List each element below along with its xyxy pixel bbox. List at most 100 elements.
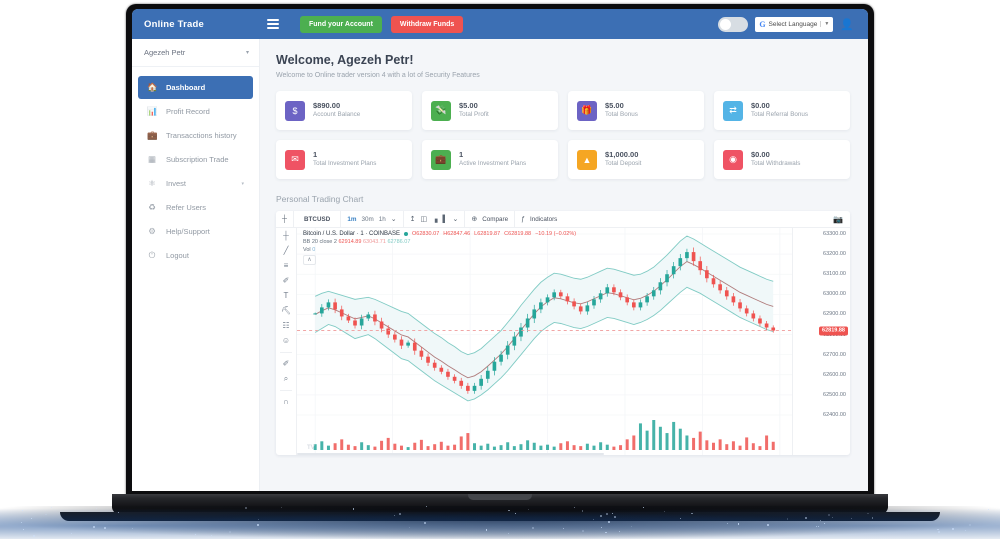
main-content: Welcome, Agezeh Petr! Welcome to Online … (260, 39, 868, 491)
stat-label: Active Investment Plans (459, 160, 526, 169)
stat-value: $5.00 (605, 101, 638, 111)
power-icon: ⏻ (147, 250, 157, 261)
sparkle-particle (600, 515, 602, 517)
candle-chart-type-icon[interactable]: ◫ (420, 215, 427, 223)
stat-label: Total Withdrawals (751, 160, 800, 169)
chevron-down-icon[interactable]: ⌄ (391, 215, 397, 223)
zoom-tool-icon[interactable]: ⌕ (284, 375, 288, 383)
horizontal-lines-tool-icon[interactable]: ≡ (284, 262, 289, 270)
sidebar-item-help-support[interactable]: ⚙ Help/Support (138, 220, 253, 243)
stat-card[interactable]: $ $890.00 Account Balance (276, 91, 412, 130)
crosshair-tool-icon[interactable]: ┼ (283, 232, 289, 240)
sidebar-item-logout[interactable]: ⏻ Logout (138, 244, 253, 267)
chart-price-axis[interactable]: 63300.00 63200.00 63100.00 63000.00 62900.00… (792, 228, 850, 455)
sidebar-item-refer-users[interactable]: ♻ Refer Users (138, 196, 253, 219)
sidebar-item-profit-record[interactable]: 📊 Profit Record (138, 100, 253, 123)
sidebar-item-label: Subscription Trade (166, 155, 229, 164)
patterns-tool-icon[interactable]: ⛏ (281, 307, 291, 315)
sparkle-particle (229, 531, 231, 533)
sparkle-particle (71, 533, 72, 534)
emoji-tool-icon[interactable]: ☺ (282, 337, 290, 345)
area-chart-type-icon[interactable]: ▗ (432, 215, 437, 223)
bar-chart-icon: 📊 (147, 106, 157, 117)
magnet-tool-icon[interactable]: ∩ (283, 398, 289, 406)
sparkle-particle (93, 526, 95, 528)
chevron-down-icon: ▾ (241, 181, 244, 187)
chart-indicators-button[interactable]: ƒ Indicators (515, 211, 563, 227)
hamburger-menu-icon[interactable] (260, 19, 286, 29)
stat-card[interactable]: 🎁 $5.00 Total Bonus (568, 91, 704, 130)
price-tick-label: 62700.00 (823, 352, 846, 358)
interval-30m[interactable]: 30m (361, 216, 373, 223)
sparkle-particle (937, 529, 939, 531)
sidebar-item-transacctions-history[interactable]: 💼 Transacctions history (138, 124, 253, 147)
chart-canvas (297, 228, 792, 455)
sidebar-item-subscription-trade[interactable]: ▦ Subscription Trade (138, 148, 253, 171)
fund-account-button[interactable]: Fund your Account (300, 16, 382, 33)
brand-logo[interactable]: Online Trade (132, 19, 260, 30)
chart-type-group[interactable]: ↥ ◫ ▗ ▌ ⌄ (404, 211, 466, 227)
sidebar-item-label: Logout (166, 251, 189, 260)
trading-chart-widget[interactable]: ┼ BTCUSD 1m 30m 1h ⌄ ↥ ◫ ▗ ▌ ⌄ ⊕ Compare (276, 211, 850, 455)
sparkle-particle (258, 519, 259, 520)
sidebar-item-dashboard[interactable]: 🏠 Dashboard (138, 76, 253, 99)
sparkle-particle (132, 528, 133, 529)
eraser-tool-icon[interactable]: ✐ (283, 360, 290, 368)
stat-value: 1 (313, 150, 376, 160)
stat-label: Total Deposit (605, 160, 641, 169)
chart-horizontal-scrollbar[interactable] (297, 452, 792, 455)
chart-crosshair-button[interactable]: ┼ (276, 211, 294, 227)
stat-value: $1,000.00 (605, 150, 641, 160)
brush-tool-icon[interactable]: ✐ (283, 277, 290, 285)
sparkle-particle (563, 528, 564, 529)
account-switcher[interactable]: Agezeh Petr ▾ (132, 39, 259, 67)
stat-card[interactable]: ✉ 1 Total Investment Plans (276, 140, 412, 179)
interval-1h[interactable]: 1h (379, 216, 386, 223)
chart-compare-button[interactable]: ⊕ Compare (465, 211, 515, 227)
chart-plot-area[interactable]: Bitcoin / U.S. Dollar · 1 · COINBASE O62… (297, 228, 792, 455)
stat-card[interactable]: 💸 $5.00 Total Profit (422, 91, 558, 130)
legend-collapse-icon[interactable]: ∧ (303, 255, 316, 265)
theme-toggle-switch[interactable] (718, 17, 748, 32)
price-tick-label: 63100.00 (823, 271, 846, 277)
stat-card[interactable]: ◉ $0.00 Total Withdrawals (714, 140, 850, 179)
sparkle-particle (486, 529, 488, 531)
stat-card[interactable]: ⇄ $0.00 Total Referral Bonus (714, 91, 850, 130)
stat-card[interactable]: 💼 1 Active Investment Plans (422, 140, 558, 179)
price-tick-label: 62600.00 (823, 372, 846, 378)
user-avatar-icon[interactable]: 👤 (840, 18, 854, 31)
language-selector[interactable]: G Select Language ▼ (755, 17, 833, 32)
sparkle-particle (96, 508, 98, 510)
stat-card[interactable]: ▲ $1,000.00 Total Deposit (568, 140, 704, 179)
current-price-badge: 62819.88 (819, 326, 848, 335)
sparkle-particle (606, 513, 608, 515)
sidebar-item-label: Help/Support (166, 227, 210, 236)
withdraw-funds-button[interactable]: Withdraw Funds (391, 16, 463, 33)
sidebar-item-invest[interactable]: ⚛ Invest ▾ (138, 172, 253, 195)
laptop-hinge-notch (468, 494, 532, 500)
text-tool-icon[interactable]: T (284, 292, 289, 300)
stat-label: Account Balance (313, 111, 360, 120)
sparkle-particle (45, 514, 47, 516)
trend-line-tool-icon[interactable]: ╱ (284, 247, 289, 255)
forecast-tool-icon[interactable]: ☷ (282, 322, 289, 330)
sparkle-particle (988, 509, 989, 510)
stat-value: $890.00 (313, 101, 360, 111)
sparkle-particle (680, 518, 681, 519)
chart-symbol-button[interactable]: BTCUSD (294, 211, 341, 227)
bar-chart-type-icon[interactable]: ↥ (410, 215, 416, 223)
briefcase-icon: 💼 (147, 130, 157, 141)
sidebar-item-label: Transacctions history (166, 131, 237, 140)
sparkle-particle (872, 517, 873, 518)
sparkle-particle (353, 508, 354, 509)
camera-snapshot-icon[interactable]: 📷 (833, 215, 850, 224)
chevron-down-icon: ▼ (820, 21, 829, 27)
chevron-down-icon[interactable]: ⌄ (452, 215, 458, 223)
sparkle-particle (805, 517, 807, 519)
sparkle-particle (532, 527, 534, 529)
hollow-candle-type-icon[interactable]: ▌ (443, 216, 448, 223)
interval-1m[interactable]: 1m (347, 216, 356, 223)
chart-interval-group[interactable]: 1m 30m 1h ⌄ (341, 211, 403, 227)
sparkle-particle (394, 515, 395, 516)
sparkle-particle (631, 526, 632, 527)
